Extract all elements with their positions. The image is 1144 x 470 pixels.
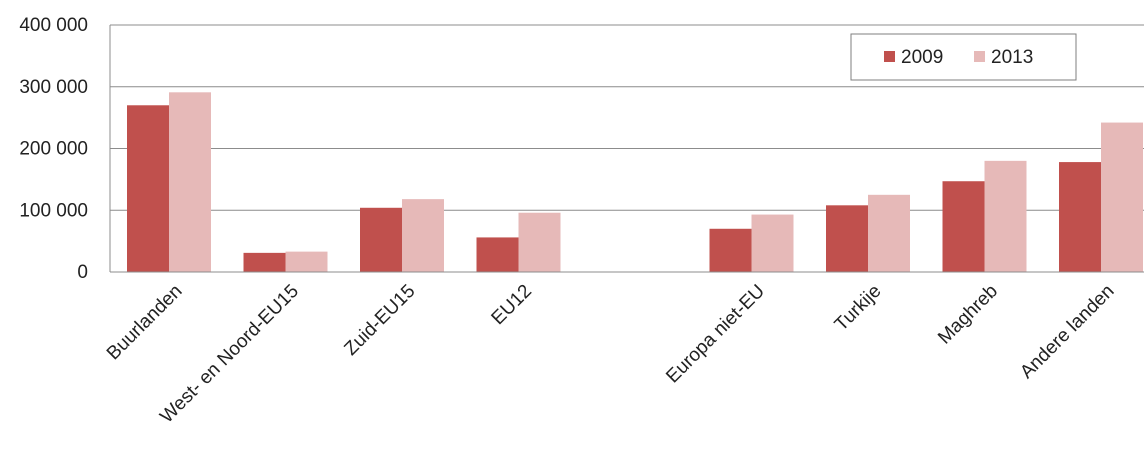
- bar-2009-zuid-eu15: [360, 207, 402, 272]
- legend-label-2009: 2009: [901, 47, 943, 68]
- legend: 2009 2013: [850, 33, 1077, 81]
- x-tick-label: Maghreb: [934, 281, 1002, 349]
- bar-2013-europa-niet-eu: [751, 214, 794, 272]
- legend-swatch-2009: [884, 51, 895, 62]
- y-tick-label: 100 000: [19, 200, 88, 221]
- bar-2013-andere-landen: [1101, 122, 1143, 272]
- bar-2009-west-en-noord-eu15: [243, 252, 286, 272]
- x-tick-label: Europa niet-EU: [662, 281, 769, 388]
- y-tick-label: 300 000: [19, 77, 88, 98]
- y-axis-ticks: 0 100 000 200 000 300 000 400 000: [19, 15, 88, 283]
- bar-2009-europa-niet-eu: [709, 228, 752, 272]
- x-tick-label: Turkije: [831, 281, 886, 336]
- y-tick-label: 200 000: [19, 139, 88, 160]
- bar-2013-zuid-eu15: [402, 199, 444, 272]
- x-tick-label: Andere landen: [1016, 281, 1118, 383]
- bars: [127, 92, 1143, 273]
- y-tick-label: 400 000: [19, 15, 88, 36]
- x-tick-label: Zuid-EU15: [340, 281, 419, 360]
- x-tick-label: Buurlanden: [103, 281, 187, 365]
- bar-2013-buurlanden: [169, 92, 211, 273]
- bar-2013-turkije: [868, 194, 910, 272]
- legend-label-2013: 2013: [991, 47, 1033, 68]
- bar-2013-west-en-noord-eu15: [285, 251, 328, 272]
- bar-2009-buurlanden: [127, 105, 169, 273]
- x-tick-label: EU12: [488, 281, 536, 329]
- bar-2009-maghreb: [942, 181, 985, 272]
- bar-2009-turkije: [826, 205, 868, 272]
- bar-2013-eu12: [518, 212, 561, 272]
- legend-swatch-2013: [974, 51, 985, 62]
- bar-2013-maghreb: [984, 160, 1027, 272]
- bar-2009-andere-landen: [1059, 162, 1101, 272]
- bar-2009-eu12: [476, 237, 519, 272]
- y-tick-label: 0: [77, 262, 88, 283]
